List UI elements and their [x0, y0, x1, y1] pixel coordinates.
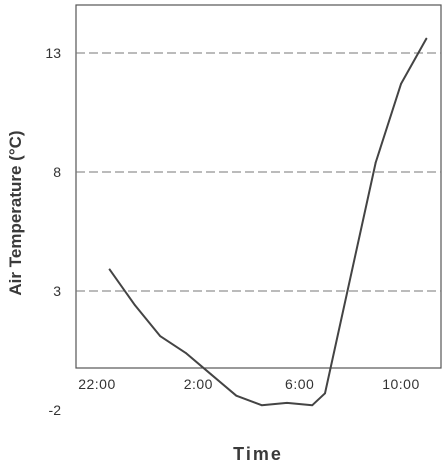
x-tick-labels: 22:00 2:00 6:00 10:00 [78, 376, 420, 392]
x-tick-label: 10:00 [382, 376, 420, 392]
data-point [108, 268, 111, 271]
data-point [260, 404, 263, 407]
x-tick-label: 6:00 [285, 376, 314, 392]
y-axis-title: Air Temperature (°C) [6, 130, 25, 295]
data-point [235, 394, 238, 397]
x-tick-label: 2:00 [184, 376, 213, 392]
y-tick-labels: -2 3 8 13 [45, 45, 61, 418]
y-tick-label: 8 [53, 164, 61, 180]
data-point [286, 401, 288, 404]
data-point [184, 351, 187, 354]
data-point [374, 161, 377, 164]
data-point [311, 404, 314, 407]
y-tick-label: 3 [53, 283, 61, 299]
y-tick-label: -2 [49, 402, 62, 418]
data-point [425, 37, 428, 40]
series-line [108, 37, 428, 407]
x-axis-title: Time [233, 444, 283, 464]
y-tick-label: 13 [45, 45, 61, 61]
plot-frame [75, 4, 442, 369]
series-group [108, 37, 428, 407]
x-tick-label: 22:00 [78, 376, 116, 392]
data-point [159, 335, 162, 338]
data-point [210, 373, 212, 376]
data-point [134, 304, 136, 307]
data-point [324, 392, 326, 395]
gridlines [76, 52, 441, 292]
data-point [400, 83, 402, 85]
